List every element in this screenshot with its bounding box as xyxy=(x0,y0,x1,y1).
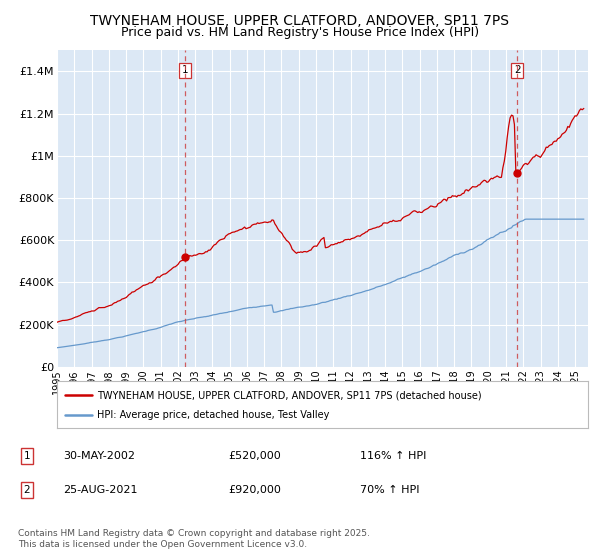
Text: HPI: Average price, detached house, Test Valley: HPI: Average price, detached house, Test… xyxy=(97,410,329,420)
Text: 1: 1 xyxy=(182,65,188,75)
Text: TWYNEHAM HOUSE, UPPER CLATFORD, ANDOVER, SP11 7PS: TWYNEHAM HOUSE, UPPER CLATFORD, ANDOVER,… xyxy=(91,14,509,28)
Text: 1: 1 xyxy=(23,451,31,461)
Text: £920,000: £920,000 xyxy=(228,485,281,495)
Text: £520,000: £520,000 xyxy=(228,451,281,461)
Text: Price paid vs. HM Land Registry's House Price Index (HPI): Price paid vs. HM Land Registry's House … xyxy=(121,26,479,39)
Text: 25-AUG-2021: 25-AUG-2021 xyxy=(63,485,137,495)
Text: Contains HM Land Registry data © Crown copyright and database right 2025.
This d: Contains HM Land Registry data © Crown c… xyxy=(18,529,370,549)
Text: 2: 2 xyxy=(514,65,521,75)
Text: 30-MAY-2002: 30-MAY-2002 xyxy=(63,451,135,461)
Text: 2: 2 xyxy=(23,485,31,495)
Text: 70% ↑ HPI: 70% ↑ HPI xyxy=(360,485,419,495)
Text: TWYNEHAM HOUSE, UPPER CLATFORD, ANDOVER, SP11 7PS (detached house): TWYNEHAM HOUSE, UPPER CLATFORD, ANDOVER,… xyxy=(97,390,481,400)
Text: 116% ↑ HPI: 116% ↑ HPI xyxy=(360,451,427,461)
